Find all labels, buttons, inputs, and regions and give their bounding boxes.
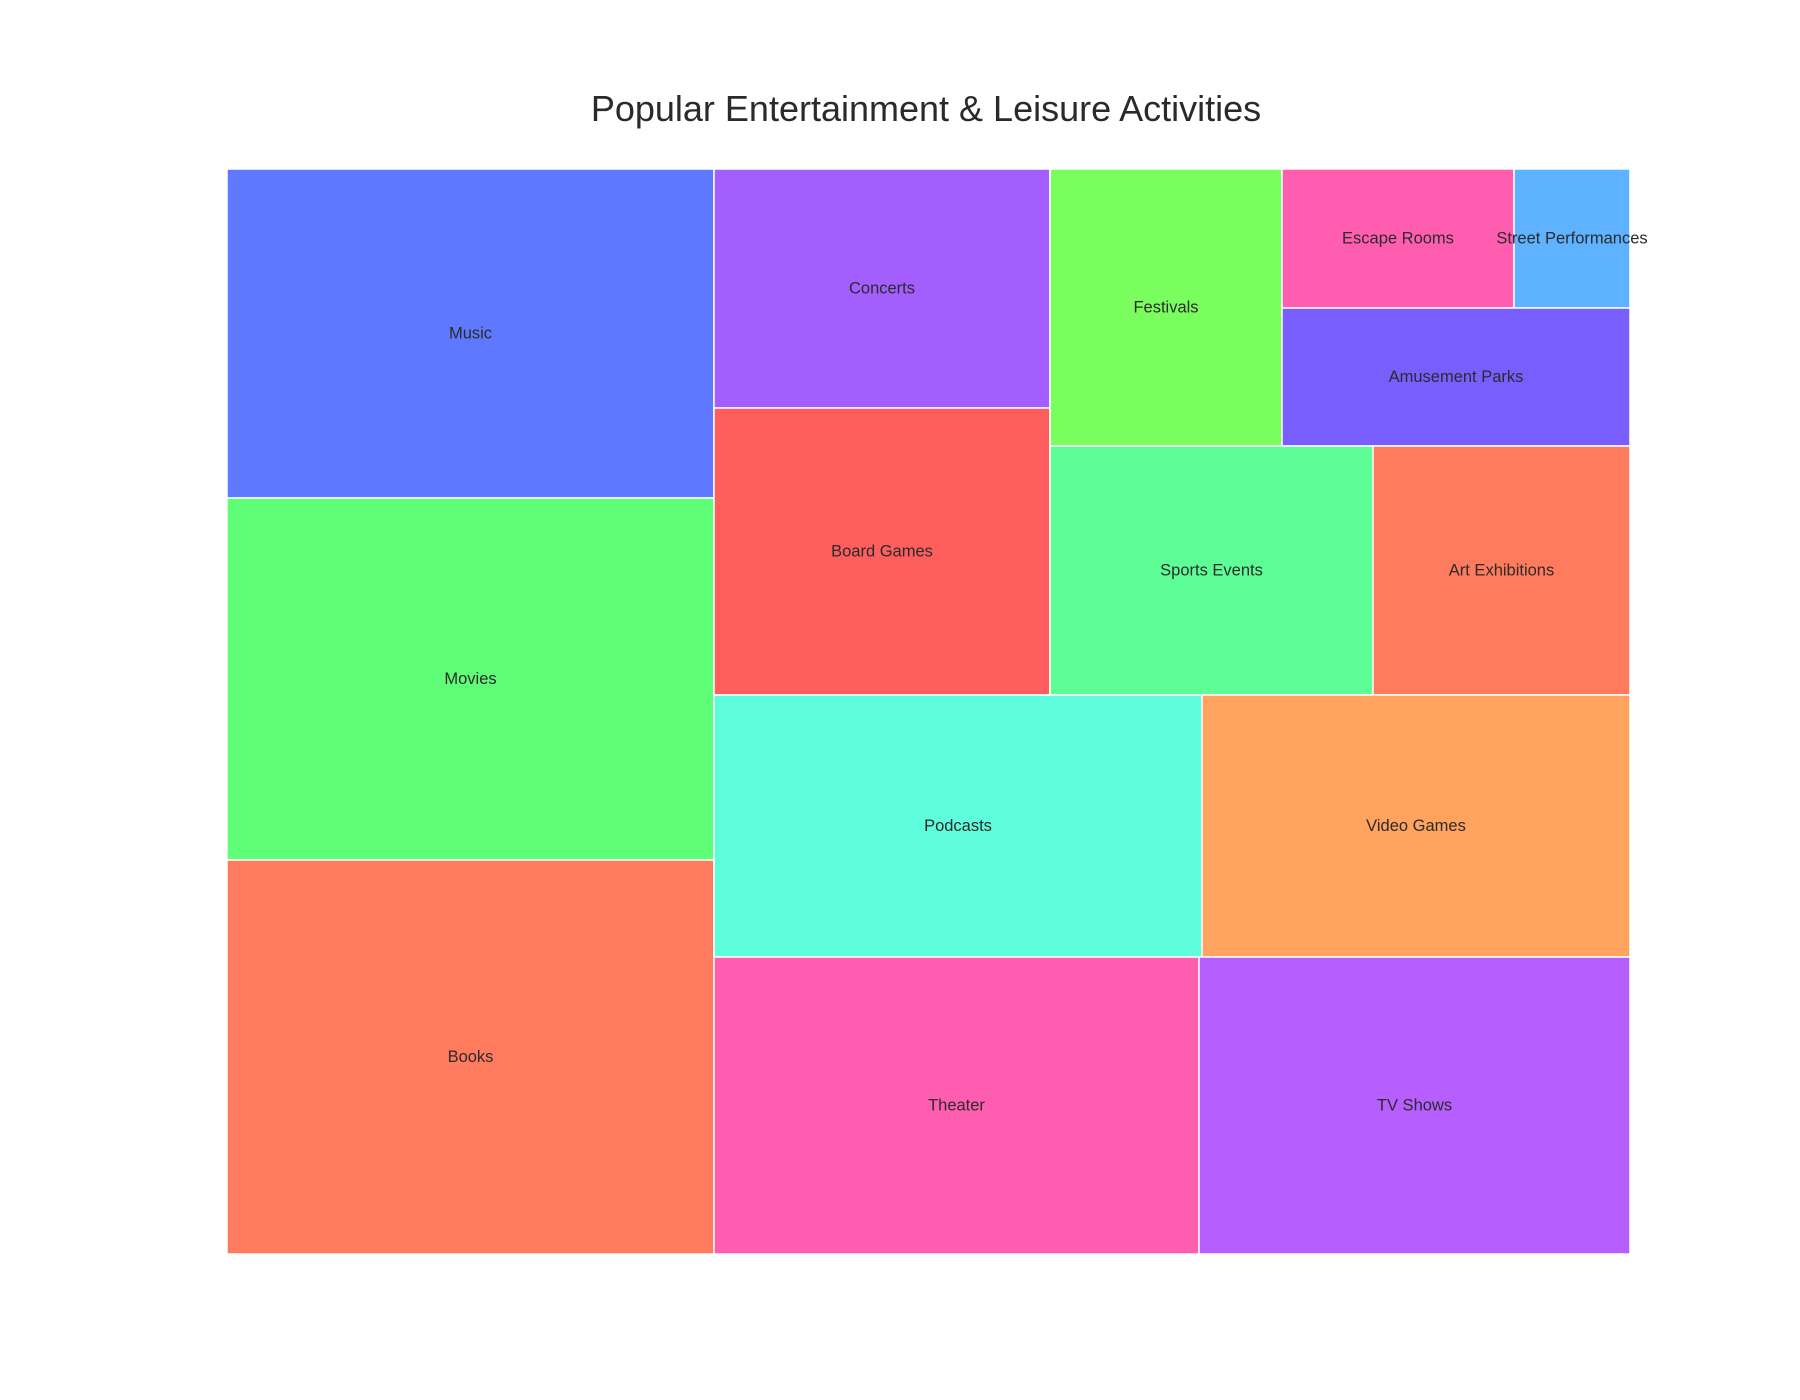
tile-label-podcasts: Podcasts <box>924 817 992 835</box>
tile-rect-concerts[interactable] <box>713 168 1051 409</box>
tile-label-sports-events: Sports Events <box>1160 562 1263 580</box>
tile-label-tv-shows: TV Shows <box>1377 1097 1452 1115</box>
tile-rect-escape-rooms[interactable] <box>1281 168 1515 309</box>
tile-rect-festivals[interactable] <box>1049 168 1283 447</box>
tile-label-amusement-parks: Amusement Parks <box>1389 368 1524 386</box>
tile-sports-events[interactable]: Sports Events <box>1049 445 1374 696</box>
tile-books[interactable]: Books <box>226 859 715 1255</box>
tile-label-concerts: Concerts <box>849 280 915 298</box>
tile-theater[interactable]: Theater <box>713 956 1200 1255</box>
tile-rect-video-games[interactable] <box>1201 694 1631 958</box>
tile-amusement-parks[interactable]: Amusement Parks <box>1281 307 1631 447</box>
tile-label-books: Books <box>448 1048 494 1066</box>
chart-title: Popular Entertainment & Leisure Activiti… <box>590 88 1262 129</box>
tile-rect-podcasts[interactable] <box>713 694 1203 958</box>
tile-concerts[interactable]: Concerts <box>713 168 1051 409</box>
tile-festivals[interactable]: Festivals <box>1049 168 1283 447</box>
tile-rect-music[interactable] <box>226 168 715 499</box>
tile-label-board-games: Board Games <box>831 543 933 561</box>
tile-podcasts[interactable]: Podcasts <box>713 694 1203 958</box>
tile-label-art-exhibitions: Art Exhibitions <box>1449 562 1554 580</box>
tile-label-video-games: Video Games <box>1366 817 1466 835</box>
tile-label-movies: Movies <box>444 670 496 688</box>
tile-label-music: Music <box>449 325 492 343</box>
tile-label-theater: Theater <box>928 1097 985 1115</box>
tile-rect-sports-events[interactable] <box>1049 445 1374 696</box>
tile-street-performances[interactable]: Street Performances <box>1496 168 1648 309</box>
tile-rect-tv-shows[interactable] <box>1198 956 1631 1255</box>
tile-rect-movies[interactable] <box>226 497 715 861</box>
tile-art-exhibitions[interactable]: Art Exhibitions <box>1372 445 1631 696</box>
tile-label-street-performances: Street Performances <box>1496 230 1647 248</box>
tile-escape-rooms[interactable]: Escape Rooms <box>1281 168 1515 309</box>
tile-label-festivals: Festivals <box>1133 299 1198 317</box>
tile-video-games[interactable]: Video Games <box>1201 694 1631 958</box>
tile-label-escape-rooms: Escape Rooms <box>1342 230 1454 248</box>
tile-rect-theater[interactable] <box>713 956 1200 1255</box>
tile-movies[interactable]: Movies <box>226 497 715 861</box>
tile-rect-books[interactable] <box>226 859 715 1255</box>
tile-rect-amusement-parks[interactable] <box>1281 307 1631 447</box>
tile-tv-shows[interactable]: TV Shows <box>1198 956 1631 1255</box>
tile-music[interactable]: Music <box>226 168 715 499</box>
tile-board-games[interactable]: Board Games <box>713 407 1051 696</box>
tile-rect-street-performances[interactable] <box>1513 168 1631 309</box>
